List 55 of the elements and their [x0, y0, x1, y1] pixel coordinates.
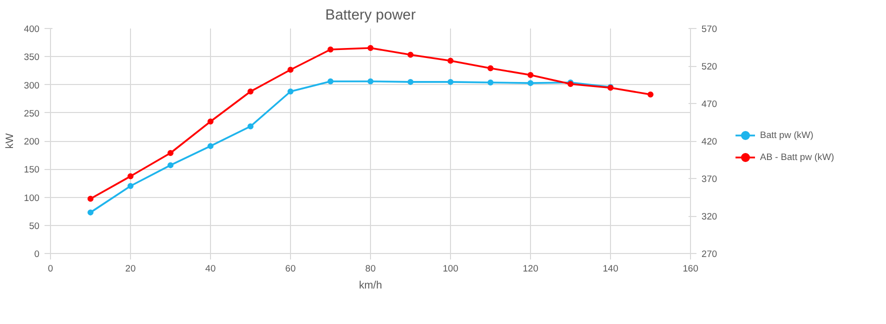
- y-axis-title: kW: [4, 132, 16, 149]
- point: [88, 209, 94, 216]
- y-tick-label: 100: [24, 192, 40, 203]
- point: [248, 123, 254, 130]
- x-tick-label: 20: [125, 264, 136, 274]
- y-tick-label: 300: [24, 80, 40, 90]
- point: [648, 92, 654, 98]
- y-tick-label: 400: [24, 24, 40, 34]
- y2-tick-label: 520: [702, 62, 718, 72]
- point: [208, 118, 214, 124]
- x-tick-label: 0: [48, 264, 54, 274]
- chart-title: Battery power: [325, 8, 416, 24]
- x-tick-label: 80: [365, 264, 376, 274]
- y2-tick-label: 370: [702, 174, 718, 184]
- point: [208, 143, 214, 150]
- point: [408, 52, 414, 58]
- x-tick-label: 120: [522, 264, 538, 274]
- x-axis-title: km/h: [358, 280, 382, 292]
- point: [408, 78, 414, 85]
- point: [128, 183, 134, 189]
- point: [168, 162, 174, 168]
- point: [128, 173, 134, 180]
- point: [368, 78, 374, 84]
- point: [528, 72, 534, 78]
- point: [368, 45, 374, 51]
- y-tick-label: 350: [24, 52, 40, 62]
- point: [448, 78, 454, 85]
- y2-tick-label: 420: [702, 136, 718, 146]
- y-tick-label: 200: [24, 136, 40, 146]
- point: [328, 46, 334, 52]
- x-tick-label: 40: [205, 264, 216, 274]
- y2-tick-label: 470: [702, 99, 718, 109]
- y-tick-label: 250: [24, 108, 40, 118]
- legend-label: AB - Batt pw (kW): [760, 152, 834, 162]
- x-tick-label: 140: [602, 264, 618, 274]
- y2-tick-label: 570: [702, 24, 718, 34]
- point: [168, 150, 174, 156]
- y-tick-label: 0: [34, 249, 40, 259]
- x-tick-label: 60: [285, 264, 296, 274]
- point: [248, 88, 254, 94]
- point: [328, 78, 334, 84]
- point: [488, 65, 494, 72]
- point: [88, 196, 94, 202]
- x-tick-label: 160: [682, 264, 698, 274]
- point: [488, 80, 494, 86]
- legend-label: Batt pw (kW): [760, 130, 814, 140]
- y2-tick-label: 270: [702, 249, 718, 259]
- x-tick-label: 100: [442, 264, 458, 274]
- point: [448, 58, 454, 64]
- y-tick-label: 150: [24, 164, 40, 175]
- point: [288, 66, 294, 73]
- point: [288, 88, 294, 94]
- y-tick-label: 50: [29, 220, 40, 231]
- point: [528, 80, 534, 86]
- y2-tick-label: 320: [702, 212, 718, 222]
